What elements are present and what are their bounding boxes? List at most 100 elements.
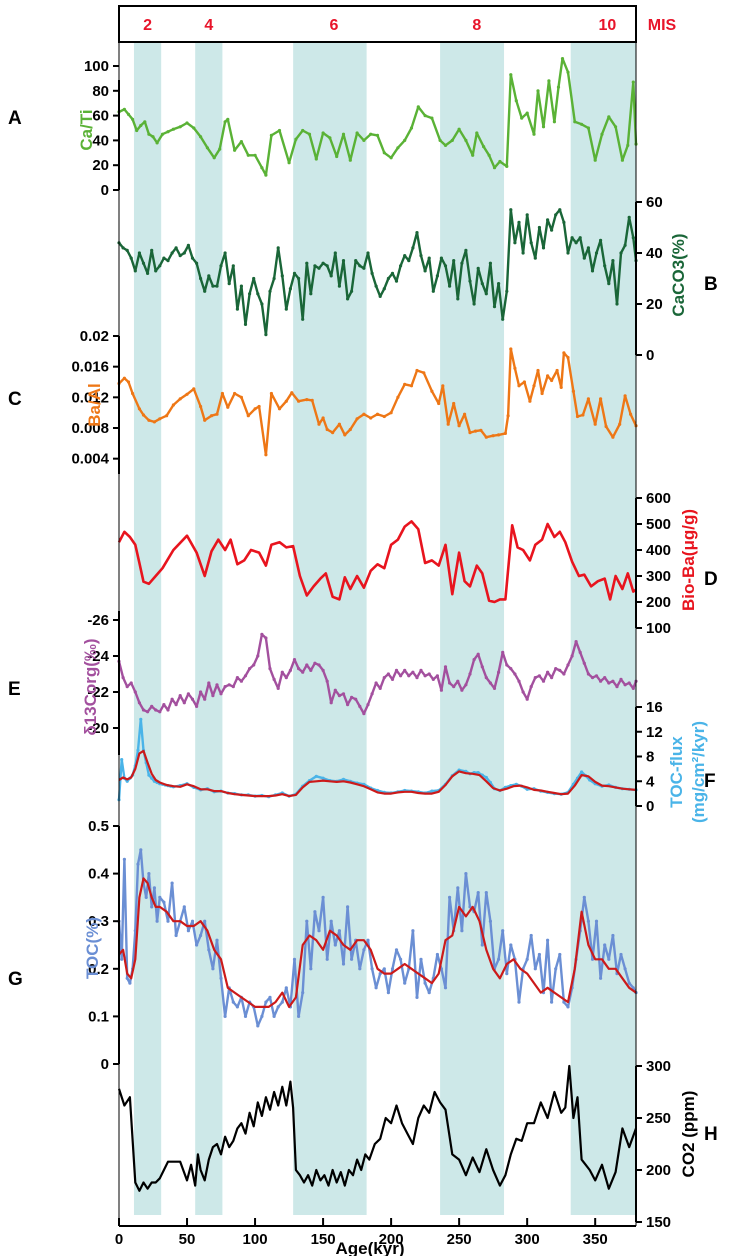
series-G-point xyxy=(321,895,325,900)
series-C-point xyxy=(629,412,633,416)
series-E-point xyxy=(162,703,166,707)
series-E-point xyxy=(256,654,260,658)
series-A-point xyxy=(307,132,312,136)
series-G-point xyxy=(533,967,537,971)
series-B-point xyxy=(207,274,211,278)
series-C-point xyxy=(355,417,359,421)
series-E-point xyxy=(456,679,460,683)
series-B-point xyxy=(239,284,243,288)
series-G-point xyxy=(305,919,309,923)
series-B-point xyxy=(599,238,603,242)
series-G-point xyxy=(599,976,603,980)
series-C-point xyxy=(137,407,141,411)
series-B-point xyxy=(529,241,533,245)
series-C-point xyxy=(566,355,570,360)
series-B-point xyxy=(195,261,199,265)
series-E-point xyxy=(158,710,162,714)
y-axis-label-A: Ca/Ti xyxy=(77,109,96,150)
series-E-point xyxy=(533,676,537,680)
y-tick-label-D: 600 xyxy=(646,490,671,507)
series-A-point xyxy=(226,117,230,121)
series-A-point xyxy=(556,85,561,89)
series-G-point xyxy=(174,933,178,938)
series-E-point xyxy=(252,663,256,667)
series-B-point xyxy=(186,243,190,247)
series-E-point xyxy=(546,670,550,674)
series-A-point xyxy=(607,115,611,119)
y-tick-label-D: 200 xyxy=(646,594,671,611)
series-B-point xyxy=(146,271,150,275)
series-A-point xyxy=(457,127,461,131)
y-tick-label-A: 0 xyxy=(101,182,109,199)
series-A-point xyxy=(552,120,557,124)
series-C-point xyxy=(437,401,441,406)
series-B-point xyxy=(346,297,350,301)
y-tick-label-D: 100 xyxy=(646,620,671,637)
series-E-point xyxy=(480,665,484,669)
series-C-point xyxy=(122,376,126,380)
mis-stage-label: 2 xyxy=(143,17,152,34)
series-E-point xyxy=(248,667,252,671)
glacial-band xyxy=(570,42,636,1215)
series-B-point xyxy=(231,264,235,268)
series-B-point xyxy=(582,256,586,260)
glacial-band xyxy=(293,42,367,1215)
series-G-point xyxy=(631,986,635,990)
y-tick-label-H: 250 xyxy=(646,1110,671,1127)
y-axis-label-D: Bio-Ba(μg/g) xyxy=(679,509,698,611)
y-axis-label-F-units: (mg/cm²/kyr) xyxy=(689,721,708,823)
series-C-point xyxy=(593,422,597,426)
series-C-point xyxy=(203,418,207,422)
series-G-point xyxy=(150,905,154,909)
series-G-point xyxy=(325,957,329,961)
series-G-point xyxy=(350,957,354,961)
series-A-point xyxy=(205,146,209,150)
series-B-point xyxy=(619,251,623,255)
series-A-point xyxy=(541,125,546,129)
series-E-point xyxy=(423,674,427,678)
series-C-point xyxy=(178,397,182,401)
y-tick-label-D: 400 xyxy=(646,542,671,559)
panel-letter-C: C xyxy=(8,389,22,410)
series-E-point xyxy=(195,704,199,709)
series-E-point xyxy=(305,663,309,667)
x-tick-label: 150 xyxy=(311,1231,336,1248)
series-G-point xyxy=(144,895,148,900)
series-C-point xyxy=(506,414,510,418)
series-E-point xyxy=(562,672,566,676)
series-B-point xyxy=(464,248,468,252)
series-E-point xyxy=(443,665,448,669)
series-G-point xyxy=(235,1005,239,1009)
series-B-point xyxy=(419,254,423,258)
series-E-point xyxy=(468,672,472,676)
series-C-point xyxy=(441,384,445,388)
series-A-point xyxy=(430,116,434,120)
series-A-point xyxy=(409,126,414,130)
series-F-point xyxy=(125,779,129,783)
series-E-point xyxy=(215,683,219,687)
series-C-point xyxy=(509,347,513,351)
series-G-point xyxy=(366,938,370,942)
series-G-point xyxy=(537,952,542,957)
mis-stage-label: 6 xyxy=(330,17,339,34)
series-A-point xyxy=(631,80,635,84)
series-E-point xyxy=(272,677,276,682)
series-B-point xyxy=(631,236,635,240)
y-tick-label-C: 0.016 xyxy=(71,359,109,376)
series-G-point xyxy=(280,1000,284,1004)
series-B-point xyxy=(329,274,333,278)
series-E-point xyxy=(541,679,546,683)
series-B-point xyxy=(292,271,297,275)
series-A-point xyxy=(335,154,339,159)
series-E-point xyxy=(341,692,346,696)
series-C-point xyxy=(396,395,400,399)
series-C-point xyxy=(171,403,175,407)
x-axis: 0 50 100 150 200 250 300 350 Age(kyr) xyxy=(115,42,637,1256)
series-C-point xyxy=(555,368,559,373)
series-A-point xyxy=(160,132,165,136)
series-E-point xyxy=(264,636,268,640)
x-tick-label: 200 xyxy=(379,1231,404,1248)
series-E-point xyxy=(513,672,517,676)
series-C-point xyxy=(192,387,196,391)
series-F-point xyxy=(136,748,140,752)
